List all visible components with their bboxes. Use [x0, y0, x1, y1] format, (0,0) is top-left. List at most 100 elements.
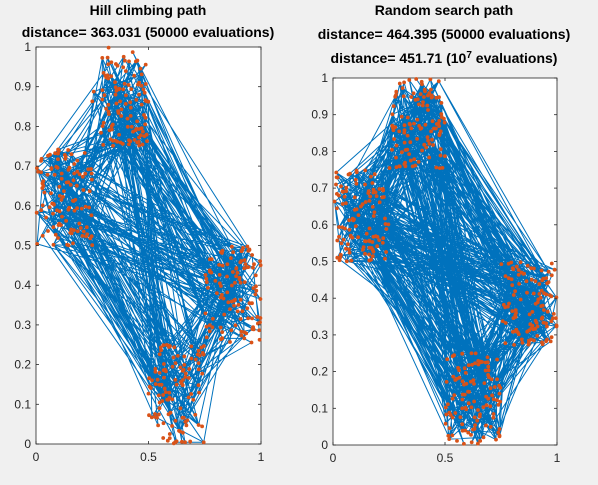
city-point	[144, 132, 149, 137]
city-point	[391, 128, 396, 133]
city-point	[539, 288, 544, 293]
city-point	[471, 427, 475, 432]
city-point	[186, 395, 191, 400]
city-point	[89, 167, 93, 171]
city-point	[367, 258, 372, 263]
city-point	[363, 182, 367, 187]
city-point	[347, 247, 351, 252]
y-tick-label: 0.5	[311, 255, 328, 269]
city-point	[402, 140, 407, 145]
city-point	[420, 148, 425, 153]
city-point	[409, 95, 414, 99]
y-tick-label: 0.8	[14, 119, 31, 133]
city-point	[237, 277, 242, 282]
city-point	[453, 411, 458, 415]
city-point	[360, 247, 365, 252]
city-point	[125, 116, 130, 121]
city-point	[210, 316, 215, 321]
city-point	[90, 243, 95, 248]
city-point	[59, 176, 64, 181]
city-point	[137, 135, 141, 140]
city-point	[505, 304, 510, 309]
city-point	[72, 162, 77, 166]
city-point	[460, 422, 465, 427]
city-point	[141, 87, 146, 92]
city-point	[466, 363, 471, 368]
city-point	[139, 83, 144, 88]
city-point	[334, 170, 339, 175]
city-point	[40, 233, 45, 238]
city-point	[179, 439, 184, 444]
city-point	[196, 367, 201, 372]
city-point	[533, 318, 538, 323]
city-point	[225, 262, 230, 267]
city-point	[473, 351, 478, 356]
city-point	[342, 194, 347, 199]
city-point	[62, 189, 66, 194]
city-point	[394, 165, 399, 170]
city-point	[135, 119, 140, 124]
city-point	[196, 383, 201, 388]
city-point	[132, 137, 137, 142]
city-point	[149, 415, 154, 420]
city-point	[143, 122, 148, 127]
city-point	[390, 112, 395, 117]
city-point	[245, 244, 250, 249]
city-point	[460, 406, 465, 411]
city-point	[258, 297, 263, 301]
city-point	[531, 291, 536, 296]
y-tick-label: 0.6	[14, 199, 31, 213]
city-point	[207, 329, 212, 334]
x-tick-label: 1	[554, 451, 561, 465]
city-point	[257, 337, 262, 342]
city-point	[397, 164, 402, 169]
city-point	[488, 424, 493, 429]
city-point	[415, 136, 420, 141]
city-point	[405, 133, 410, 138]
city-point	[170, 364, 175, 369]
y-tick-label: 0.5	[14, 239, 31, 253]
city-point	[66, 148, 71, 152]
x-tick-label: 0.5	[437, 451, 454, 465]
city-point	[407, 78, 412, 82]
city-point	[78, 226, 83, 230]
city-point	[225, 274, 229, 279]
city-point	[489, 377, 494, 382]
city-point	[458, 415, 463, 420]
city-point	[136, 82, 140, 87]
city-point	[55, 208, 59, 213]
city-point	[245, 265, 250, 270]
city-point	[217, 272, 222, 277]
city-point	[163, 390, 168, 395]
city-point	[472, 381, 476, 386]
city-point	[549, 261, 554, 266]
city-point	[60, 214, 64, 219]
city-point	[549, 319, 554, 324]
city-point	[353, 177, 358, 182]
city-point	[383, 256, 387, 261]
city-point	[478, 359, 483, 364]
city-point	[138, 66, 143, 71]
city-point	[140, 142, 145, 147]
city-point	[486, 364, 491, 369]
city-point	[162, 375, 166, 380]
city-point	[351, 218, 356, 223]
city-point	[443, 421, 448, 426]
city-point	[375, 244, 380, 249]
y-tick-label: 0	[24, 437, 31, 451]
city-point	[551, 311, 556, 316]
city-point	[242, 280, 247, 285]
city-point	[387, 166, 392, 170]
city-point	[488, 404, 493, 409]
city-point	[79, 206, 84, 211]
city-point	[171, 355, 176, 360]
city-point	[228, 307, 232, 312]
city-point	[49, 167, 54, 171]
city-point	[205, 285, 210, 290]
city-point	[203, 311, 208, 316]
city-point	[482, 381, 487, 386]
city-point	[51, 225, 56, 230]
city-point	[228, 340, 232, 344]
city-point	[546, 269, 551, 274]
city-point	[405, 115, 410, 120]
